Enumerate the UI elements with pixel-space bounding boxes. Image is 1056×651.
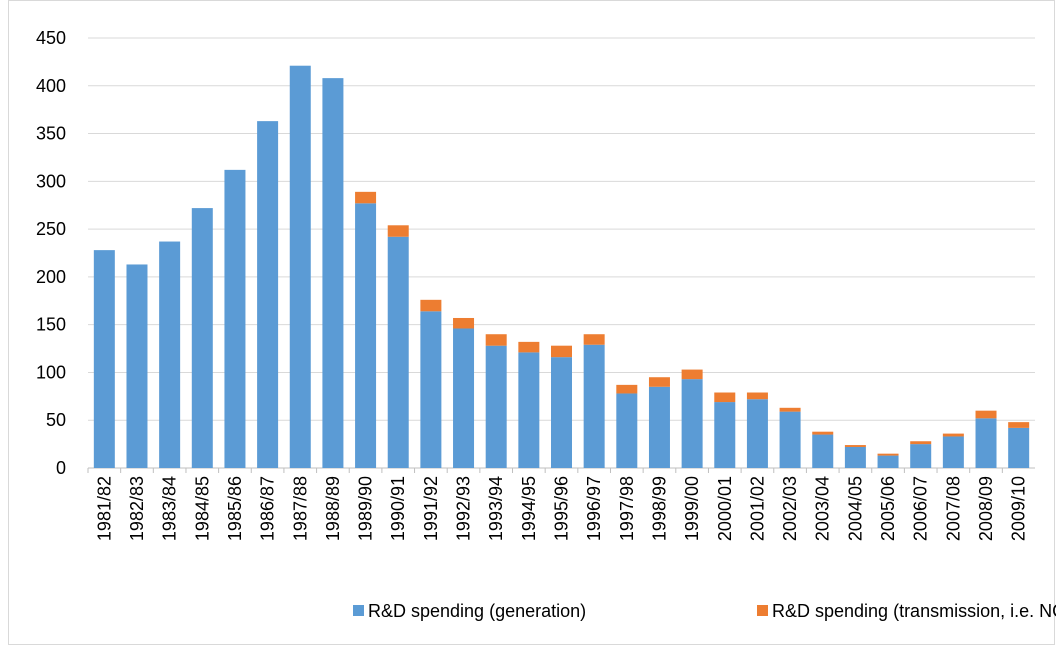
- bar: [420, 311, 442, 468]
- bar: [942, 436, 964, 468]
- bar: [681, 379, 703, 468]
- y-tick-label: 300: [36, 171, 66, 191]
- x-tick-label: 2006/07: [911, 476, 931, 541]
- y-tick-label: 50: [46, 410, 66, 430]
- x-tick-label: 1992/93: [454, 476, 474, 541]
- x-tick-label: 1997/98: [617, 476, 637, 541]
- bar: [387, 236, 409, 468]
- y-tick-label: 150: [36, 315, 66, 335]
- bar: [910, 441, 932, 445]
- x-tick-label: 1985/86: [225, 476, 245, 541]
- bar: [942, 433, 964, 437]
- bar: [355, 203, 377, 469]
- bar: [975, 410, 997, 419]
- x-tick-label: 2008/09: [976, 476, 996, 541]
- x-tick-label: 1995/96: [552, 476, 572, 541]
- bar: [257, 121, 279, 468]
- x-tick-label: 1993/94: [486, 476, 506, 541]
- legend-swatch: [353, 605, 364, 616]
- y-tick-label: 450: [36, 28, 66, 48]
- y-tick-label: 200: [36, 267, 66, 287]
- bar: [485, 334, 507, 346]
- y-tick-label: 400: [36, 76, 66, 96]
- bar: [551, 357, 572, 468]
- bar: [518, 352, 540, 468]
- x-tick-label: 2000/01: [715, 476, 735, 541]
- bar: [779, 411, 801, 468]
- x-tick-label: 1998/99: [649, 476, 669, 541]
- bar: [518, 341, 540, 353]
- chart-border: [8, 0, 1055, 645]
- legend-swatch: [757, 605, 768, 616]
- x-tick-label: 2007/08: [943, 476, 963, 541]
- x-tick-label: 1990/91: [388, 476, 408, 541]
- bar: [583, 334, 605, 345]
- x-tick-label: 1988/89: [323, 476, 343, 541]
- bar: [289, 65, 311, 468]
- bar: [453, 317, 475, 329]
- bar: [877, 455, 899, 468]
- x-tick-label: 1983/84: [160, 476, 180, 541]
- x-tick-label: 1994/95: [519, 476, 539, 541]
- bar: [681, 369, 703, 380]
- bar: [616, 384, 638, 394]
- bar: [648, 386, 670, 468]
- bar: [779, 407, 801, 412]
- x-tick-label: 1999/00: [682, 476, 702, 541]
- bar: [910, 444, 932, 468]
- legend-label: R&D spending (generation): [368, 601, 586, 621]
- y-tick-label: 350: [36, 124, 66, 144]
- bar: [224, 169, 246, 468]
- y-tick-label: 0: [56, 458, 66, 478]
- bar: [648, 377, 670, 387]
- bar: [551, 345, 572, 358]
- bar: [844, 446, 866, 468]
- bar: [322, 78, 344, 468]
- x-tick-label: 1982/83: [127, 476, 147, 541]
- bar: [191, 208, 213, 469]
- bar: [453, 328, 475, 468]
- x-tick-label: 1987/88: [290, 476, 310, 541]
- bar: [355, 191, 377, 204]
- bar: [812, 434, 834, 468]
- bar: [387, 225, 409, 237]
- y-tick-label: 100: [36, 362, 66, 382]
- bar: [1008, 422, 1030, 428]
- y-tick-label: 250: [36, 219, 66, 239]
- bar: [126, 264, 148, 468]
- bar: [616, 393, 638, 468]
- bar: [844, 445, 866, 447]
- legend-label: R&D spending (transmission, i.e. NGC): [772, 601, 1056, 621]
- bar: [746, 392, 768, 400]
- bar: [420, 299, 442, 312]
- x-tick-label: 2003/04: [813, 476, 833, 541]
- x-tick-label: 1996/97: [584, 476, 604, 541]
- bar: [714, 392, 736, 403]
- x-tick-label: 2002/03: [780, 476, 800, 541]
- bar: [975, 418, 997, 468]
- bar: [159, 241, 181, 468]
- x-tick-label: 2005/06: [878, 476, 898, 541]
- bar: [746, 399, 768, 468]
- x-tick-label: 1986/87: [258, 476, 278, 541]
- bar: [93, 250, 115, 468]
- bar: [812, 431, 834, 435]
- x-tick-label: 2001/02: [747, 476, 767, 541]
- x-tick-label: 1981/82: [94, 476, 114, 541]
- bar: [714, 402, 736, 468]
- bar: [485, 345, 507, 468]
- x-tick-label: 1989/90: [356, 476, 376, 541]
- bar: [1008, 427, 1030, 468]
- bar: [583, 344, 605, 468]
- x-tick-label: 1991/92: [421, 476, 441, 541]
- x-tick-label: 1984/85: [192, 476, 212, 541]
- x-tick-label: 2009/10: [1009, 476, 1029, 541]
- bar: [877, 453, 899, 456]
- x-tick-label: 2004/05: [845, 476, 865, 541]
